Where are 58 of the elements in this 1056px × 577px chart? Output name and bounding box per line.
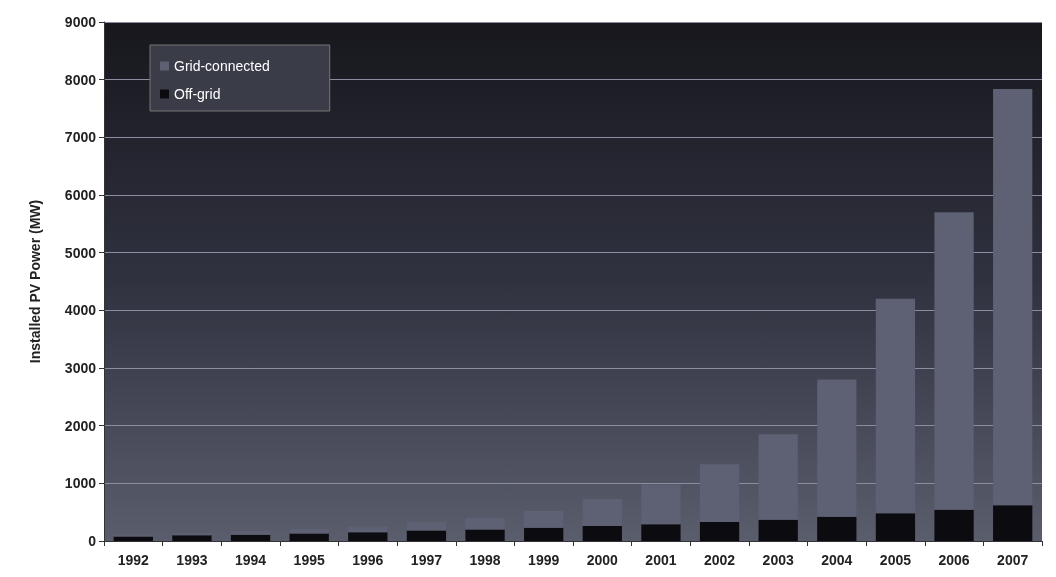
bar — [641, 484, 681, 525]
y-tick-label: 4000 — [64, 302, 97, 319]
bar — [993, 88, 1033, 506]
bar — [406, 521, 447, 531]
x-tick-label: 1999 — [528, 552, 560, 568]
bar — [817, 379, 857, 517]
y-tick-label: 2000 — [64, 417, 97, 434]
x-tick-label: 2006 — [938, 552, 970, 568]
y-tick-label: 9000 — [64, 14, 97, 30]
y-tick-label: 8000 — [64, 71, 97, 88]
bar — [817, 516, 857, 541]
bar — [934, 212, 974, 510]
bar — [172, 535, 212, 541]
bar — [993, 505, 1033, 541]
bar — [524, 527, 564, 541]
bar — [758, 434, 798, 520]
y-axis-title: Installed PV Power (MW) — [27, 199, 43, 364]
bar — [524, 511, 564, 528]
bar — [113, 536, 153, 541]
bar — [699, 521, 740, 541]
bar — [699, 464, 740, 522]
bar — [230, 531, 271, 535]
x-tick-label: 2001 — [645, 552, 677, 568]
bar — [230, 534, 271, 541]
bar — [582, 498, 622, 527]
x-tick-label: 2005 — [879, 552, 912, 568]
bar — [465, 517, 505, 530]
y-tick-label: 7000 — [64, 129, 97, 146]
y-tick-label: 5000 — [64, 244, 97, 261]
legend-label: Grid-connected — [174, 58, 270, 74]
bar — [758, 519, 798, 541]
y-tick-label: 3000 — [64, 360, 97, 376]
x-tick-label: 1993 — [176, 552, 208, 568]
y-tick-label: 0 — [88, 533, 97, 549]
x-tick-label: 1998 — [469, 552, 501, 568]
x-tick-label: 1995 — [293, 552, 325, 568]
x-tick-label: 1997 — [410, 552, 443, 568]
bar — [406, 530, 447, 541]
bar — [875, 513, 916, 541]
bar — [934, 509, 974, 541]
x-tick-label: 2002 — [703, 552, 736, 568]
x-tick-label: 1996 — [352, 552, 384, 568]
x-tick-label: 2003 — [762, 552, 794, 568]
bar — [465, 529, 505, 541]
bar — [289, 528, 329, 534]
bar — [641, 524, 681, 541]
x-tick-label: 2000 — [586, 552, 619, 568]
legend-label: Off-grid — [174, 86, 221, 102]
x-tick-label: 2007 — [997, 552, 1029, 568]
x-tick-label: 2004 — [821, 552, 853, 568]
bar — [582, 526, 622, 541]
bar — [875, 298, 916, 514]
y-tick-label: 1000 — [64, 475, 97, 492]
bar — [348, 532, 388, 541]
bar — [289, 533, 329, 541]
x-tick-label: 1992 — [117, 552, 150, 568]
x-tick-label: 1994 — [234, 552, 267, 568]
y-tick-label: 6000 — [64, 187, 97, 203]
